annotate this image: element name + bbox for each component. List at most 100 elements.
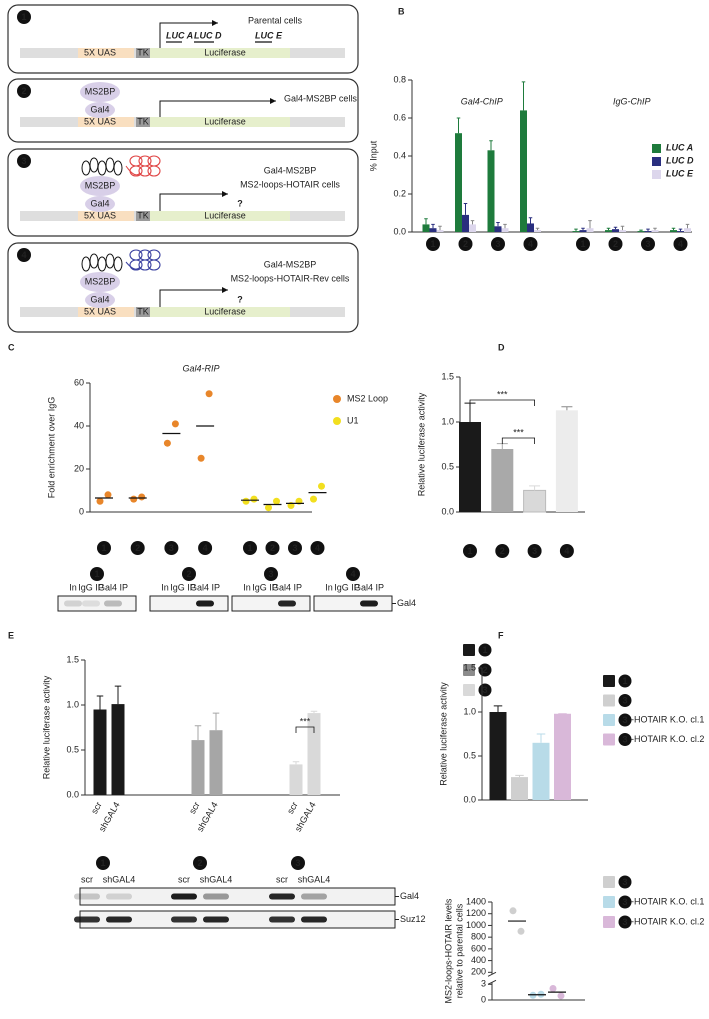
number-badge-label: 4 [564, 546, 569, 556]
protein-label: Gal4 [400, 891, 419, 901]
panel-label: C [8, 342, 15, 352]
number-badge-label: 4 [315, 543, 320, 553]
bar [637, 231, 645, 232]
y-tick-label: 1.0 [66, 699, 79, 709]
protein-gal4 [85, 196, 115, 212]
number-badge-label: 3 [482, 685, 487, 695]
number-badge [243, 541, 257, 555]
bar [429, 228, 437, 232]
bar [644, 231, 652, 232]
number-badge [96, 856, 110, 870]
cell-line-label: Gal4-MS2BP cells [284, 93, 357, 103]
number-badge-label: 4 [528, 239, 533, 249]
number-badge-label: 1 [482, 645, 487, 655]
blot-band [64, 600, 82, 607]
gene-label: Luciferase [204, 116, 246, 126]
tk-region [136, 211, 150, 221]
arrow-head [212, 20, 218, 26]
x-tick-label: scr [187, 800, 202, 815]
y-tick-label: 0.0 [463, 794, 476, 804]
y-tick-label: 3 [481, 979, 486, 989]
number-badge [618, 694, 632, 707]
blot-band [269, 893, 295, 900]
rna-loop [138, 165, 152, 177]
legend-swatch [463, 664, 475, 676]
data-point [265, 504, 272, 512]
error-bar [496, 443, 508, 449]
bar [612, 229, 619, 232]
y-tick-label: 0.0 [393, 226, 406, 236]
bar [422, 224, 430, 232]
error-bar [431, 223, 435, 229]
number-badge-label: 4 [678, 239, 683, 249]
number-badge-label: 3 [622, 917, 627, 927]
protein-label: Gal4 [90, 294, 109, 304]
panel-label: F [498, 630, 504, 640]
rna-loop [147, 165, 161, 177]
y-tick-label: 1.0 [441, 416, 454, 426]
luciferase-region [150, 307, 290, 317]
error-bar [503, 223, 507, 229]
lane-label: Gal4 IP [272, 582, 302, 592]
number-badge [288, 541, 302, 555]
y-tick-label: 1000 [466, 920, 486, 930]
number-badge [198, 541, 213, 555]
tk-region [136, 307, 150, 317]
lane-label: In [161, 582, 169, 592]
significance-bracket [295, 726, 315, 733]
bar [491, 449, 514, 512]
question-mark: ? [237, 294, 243, 304]
error-bar [671, 227, 676, 231]
y-tick-label: 1.5 [66, 654, 79, 664]
bar [684, 228, 691, 232]
tk-label: TK [137, 210, 149, 220]
blot-band [360, 600, 378, 607]
transcription-arrow [159, 193, 228, 211]
error-bar [489, 140, 493, 151]
number-badge-label: 3 [622, 897, 627, 907]
uas-label: 5X UAS [84, 306, 116, 316]
blot-band [278, 600, 296, 607]
data-point [549, 985, 557, 993]
blot-band [106, 916, 132, 923]
number-badge-label: 2 [500, 546, 505, 556]
number-badge-label: 1 [467, 546, 472, 556]
legend-label: -HOTAIR K.O. cl.2 [631, 916, 704, 926]
tk-region [136, 117, 150, 127]
lane-label: shGAL4 [200, 874, 233, 884]
number-badge-label: 3 [169, 543, 174, 553]
number-badge [618, 713, 632, 727]
legend-label: LUC A [666, 142, 693, 152]
number-badge [608, 237, 623, 251]
number-badge-label: 1 [100, 858, 105, 868]
uas-label: 5X UAS [84, 116, 116, 126]
error-bar [528, 217, 533, 224]
bar [462, 214, 469, 232]
legend-swatch [652, 144, 661, 153]
y-tick-label: 1.0 [463, 706, 476, 716]
y-axis-label: % Input [368, 140, 378, 171]
luciferase-region [150, 211, 290, 221]
blot-band [301, 893, 327, 900]
protein-label: Gal4 [90, 198, 109, 208]
bar [511, 777, 528, 800]
number-badge-label: 1 [101, 543, 106, 553]
number-badge-label: 2 [197, 858, 202, 868]
uas-region [78, 117, 134, 127]
blot-band [74, 893, 100, 900]
legend-swatch [463, 684, 475, 696]
number-badge-label: 3 [495, 239, 500, 249]
bar [670, 230, 677, 232]
bar [586, 228, 594, 232]
legend-label: -HOTAIR K.O. cl.2 [631, 734, 704, 744]
number-badge-label: 1 [580, 239, 585, 249]
chart-title: Gal4-RIP [182, 363, 219, 373]
bar [527, 223, 534, 232]
question-mark: ? [237, 198, 243, 208]
y-tick-label: 0.8 [393, 74, 406, 84]
gene-label: Luciferase [204, 306, 246, 316]
lane-label: Gal4 IP [354, 582, 384, 592]
blot-band [203, 916, 229, 923]
protein-label: MS2BP [85, 180, 116, 190]
number-badge [618, 733, 632, 746]
